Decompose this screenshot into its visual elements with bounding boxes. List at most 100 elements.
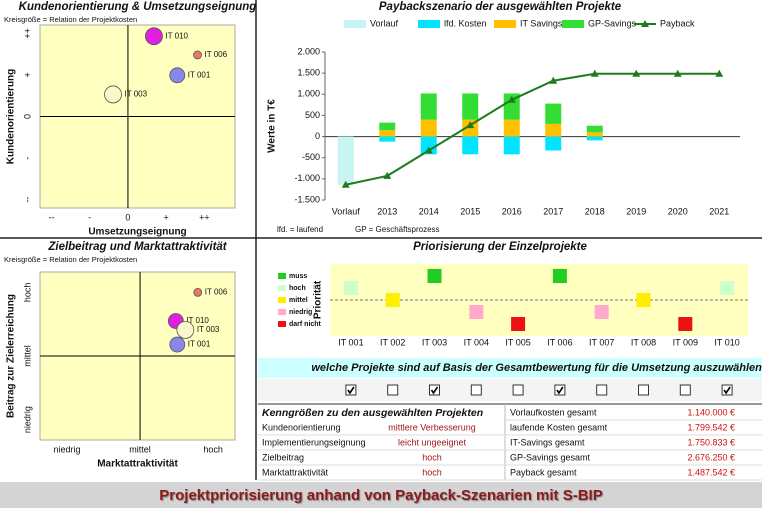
y-tick-label: 1.500	[297, 68, 320, 78]
bubble	[193, 50, 202, 60]
bar-segment	[586, 132, 603, 137]
checkmark	[347, 386, 355, 395]
legend-swatch	[418, 20, 440, 28]
bubble	[193, 287, 203, 297]
x-tick-label: --	[48, 212, 54, 222]
bar-segment	[545, 123, 562, 137]
bubble	[104, 85, 122, 104]
bubble-label: IT 010	[186, 316, 209, 325]
payback-marker	[715, 69, 724, 77]
total-label: IT-Savings gesamt	[510, 437, 585, 447]
bubble-label: IT 001	[188, 340, 211, 349]
x-tick-label: IT 003	[422, 337, 447, 347]
payback-marker	[632, 69, 641, 77]
legend-label: GP-Savings	[588, 18, 637, 28]
bar-segment	[545, 136, 562, 151]
x-tick-label: IT 002	[380, 337, 405, 347]
bubble-label: IT 003	[125, 90, 148, 99]
y-tick-label: +	[22, 72, 32, 77]
y-tick-label: 500	[305, 110, 320, 120]
x-tick-label: IT 005	[505, 337, 530, 347]
x-tick-label: 0	[125, 212, 130, 222]
x-tick-label: 2018	[585, 206, 605, 216]
y-tick-label: hoch	[22, 283, 32, 303]
level-swatch	[278, 273, 286, 279]
y-axis-title: Priorität	[313, 280, 324, 319]
y-tick-label: 2.000	[297, 46, 320, 56]
bar-segment	[379, 122, 396, 131]
kpi-label: Marktattraktivität	[262, 467, 329, 477]
legend-label: lfd. Kosten	[444, 18, 487, 28]
x-tick-label: Vorlauf	[332, 206, 361, 216]
priority-mark	[594, 305, 609, 319]
payback-marker	[466, 121, 475, 129]
x-axis-title: Marktattraktivität	[97, 459, 178, 470]
x-tick-label: 2020	[668, 206, 688, 216]
priority-mark	[385, 293, 400, 307]
y-tick-label: -1.500	[294, 194, 320, 204]
x-tick-label: 2016	[502, 206, 522, 216]
total-label: GP-Savings gesamt	[510, 452, 591, 462]
footer-title: Projektpriorisierung anhand von Payback-…	[159, 487, 602, 504]
priority-mark	[636, 293, 651, 307]
level-swatch	[278, 285, 286, 291]
bar-segment	[503, 119, 520, 137]
checkbox[interactable]	[429, 384, 440, 396]
kpi-value: hoch	[422, 467, 442, 477]
y-tick-label: muss	[289, 273, 307, 280]
payback-marker	[549, 76, 558, 84]
kpi-label: Kundenorientierung	[262, 422, 341, 432]
priority-mark	[427, 269, 442, 283]
bar-segment	[545, 103, 562, 124]
x-tick-label: niedrig	[54, 444, 81, 454]
x-tick-label: mittel	[129, 444, 151, 454]
x-tick-label: 2019	[626, 206, 646, 216]
legend-label: IT Savings	[520, 18, 563, 28]
x-tick-label: IT 007	[589, 337, 614, 347]
checkbox[interactable]	[345, 384, 357, 396]
checkbox[interactable]	[554, 384, 566, 396]
x-axis-title: Umsetzungseignung	[88, 227, 186, 238]
legend-label: Vorlauf	[370, 18, 399, 28]
bubble-label: IT 006	[205, 287, 228, 296]
total-value: 1.487.542 €	[687, 467, 735, 477]
payback-marker	[590, 69, 599, 77]
total-label: laufende Kosten gesamt	[510, 422, 608, 432]
kpi-title: Kenngrößen zu den ausgewählten Projekten	[262, 407, 483, 419]
priority-mark	[720, 281, 735, 295]
priority-mark	[678, 317, 693, 331]
checkbox[interactable]	[638, 384, 649, 396]
x-tick-label: IT 009	[673, 337, 698, 347]
bar-segment	[420, 119, 437, 137]
bubble	[169, 336, 186, 353]
total-value: 1.799.542 €	[687, 422, 735, 432]
annotation: GP = Geschäftsprozess	[355, 225, 440, 234]
checkbox[interactable]	[470, 384, 482, 396]
checkbox[interactable]	[596, 384, 608, 396]
total-label: Payback gesamt	[510, 467, 577, 477]
checkbox[interactable]	[679, 384, 691, 396]
checkbox[interactable]	[512, 384, 524, 396]
payback-line	[345, 72, 720, 186]
bar-segment	[379, 130, 396, 137]
total-value: 2.676.250 €	[687, 452, 735, 462]
x-tick-label: 2013	[377, 206, 397, 216]
checkmark	[556, 386, 564, 395]
payback-marker	[341, 180, 350, 188]
chart-title: Priorisierung der Einzelprojekte	[413, 241, 587, 253]
y-tick-label: mittel	[289, 297, 308, 304]
y-tick-label: 1.000	[297, 89, 320, 99]
x-tick-label: IT 006	[547, 337, 572, 347]
chart-title: Kundenorientierung & Umsetzungseignung	[19, 1, 257, 13]
level-swatch	[278, 321, 286, 327]
checkbox[interactable]	[387, 384, 399, 396]
legend-marker	[641, 20, 649, 27]
bubble-label: IT 010	[165, 31, 188, 40]
bar-segment	[503, 136, 520, 155]
priority-mark	[469, 305, 484, 319]
x-tick-label: ++	[199, 212, 210, 222]
bar-segment	[420, 93, 437, 120]
checkbox[interactable]	[721, 384, 733, 396]
y-axis-title: Werte in T€	[267, 99, 278, 153]
